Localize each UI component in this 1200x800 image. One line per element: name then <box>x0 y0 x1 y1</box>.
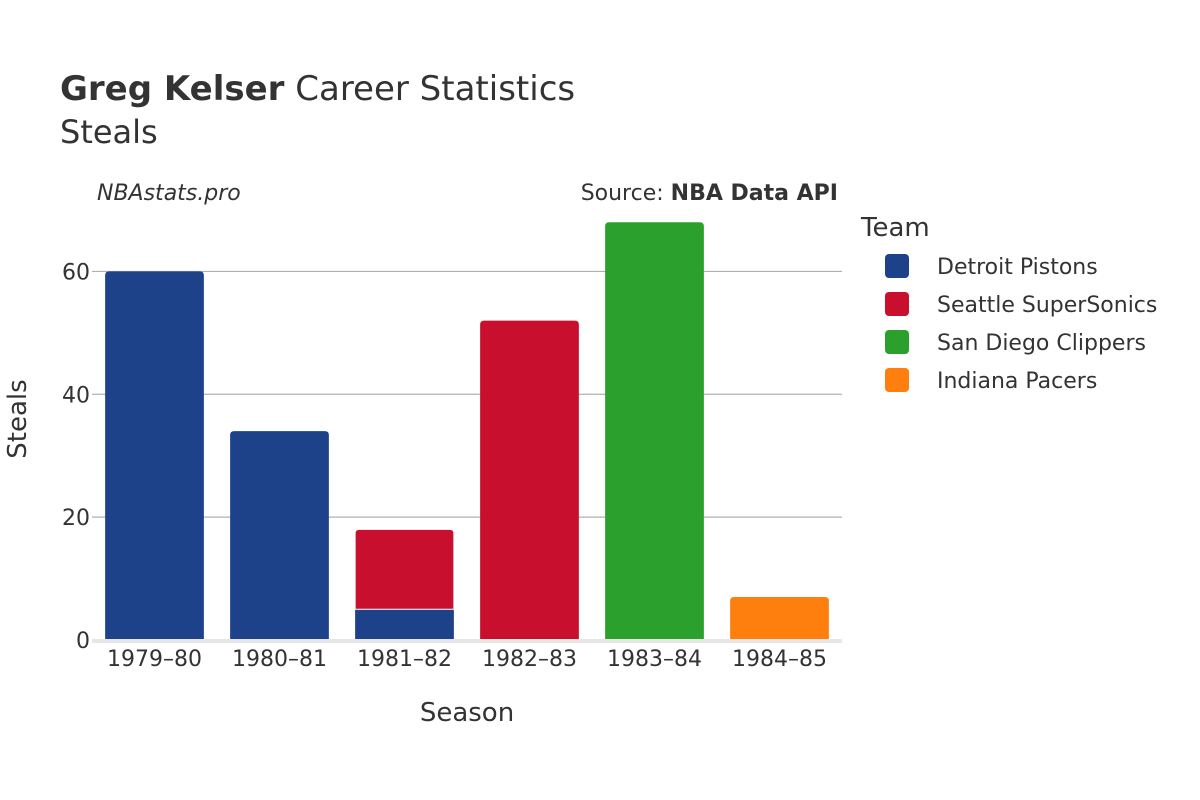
x-tick-label: 1979–80 <box>107 647 202 672</box>
legend-swatch <box>885 254 909 278</box>
x-tick-label: 1982–83 <box>482 647 577 672</box>
source-name: NBA Data API <box>671 181 838 206</box>
x-tick-label: 1984–85 <box>732 647 827 672</box>
legend: Team Detroit Pistons Seattle SuperSonics S… <box>860 213 1157 394</box>
legend-items: Detroit Pistons Seattle SuperSonics San Di… <box>885 254 1157 394</box>
legend-label: Seattle SuperSonics <box>937 293 1157 318</box>
source-prefix: Source: <box>581 181 671 206</box>
legend-swatch <box>885 330 909 354</box>
bar-1983–84-san-diego-clippers <box>605 222 704 641</box>
bar-1980–81-detroit-pistons <box>230 431 329 640</box>
y-axis-title: Steals <box>3 379 33 458</box>
bar-1981–82-detroit-pistons <box>355 609 454 640</box>
chart-subtitle: Steals <box>60 113 158 151</box>
bar-1982–83-seattle-supersonics <box>480 320 579 640</box>
x-tick-label: 1981–82 <box>357 647 452 672</box>
legend-title: Team <box>860 213 930 243</box>
watermark: NBAstats.pro <box>97 181 241 206</box>
title-suffix: Career Statistics <box>284 69 575 109</box>
gridlines <box>92 270 842 518</box>
x-tick-label: 1980–81 <box>232 647 327 672</box>
legend-label: San Diego Clippers <box>937 331 1146 356</box>
y-axis-ticks: 0 20 40 60 <box>62 260 90 654</box>
bar-1981–82-seattle-supersonics <box>354 528 455 610</box>
x-axis-title: Season <box>420 698 514 728</box>
bar-1979–80-detroit-pistons <box>105 271 204 640</box>
chart-title: Greg Kelser Career Statistics <box>60 69 575 109</box>
legend-label: Detroit Pistons <box>937 255 1098 280</box>
y-tick-label: 40 <box>62 383 90 408</box>
title-player-name: Greg Kelser <box>60 69 285 109</box>
y-tick-label: 60 <box>62 260 90 285</box>
legend-label: Indiana Pacers <box>937 369 1097 394</box>
source-credit: Source: NBA Data API <box>581 181 838 206</box>
legend-swatch <box>885 368 909 392</box>
x-axis-ticks: 1979–80 1980–81 1981–82 1982–83 1983–84 1984–… <box>107 647 827 672</box>
bars <box>105 222 829 641</box>
y-tick-label: 20 <box>62 506 90 531</box>
bar-1984–85-indiana-pacers <box>730 597 829 640</box>
legend-swatch <box>885 292 909 316</box>
x-tick-label: 1983–84 <box>607 647 702 672</box>
y-tick-label: 0 <box>76 629 90 654</box>
